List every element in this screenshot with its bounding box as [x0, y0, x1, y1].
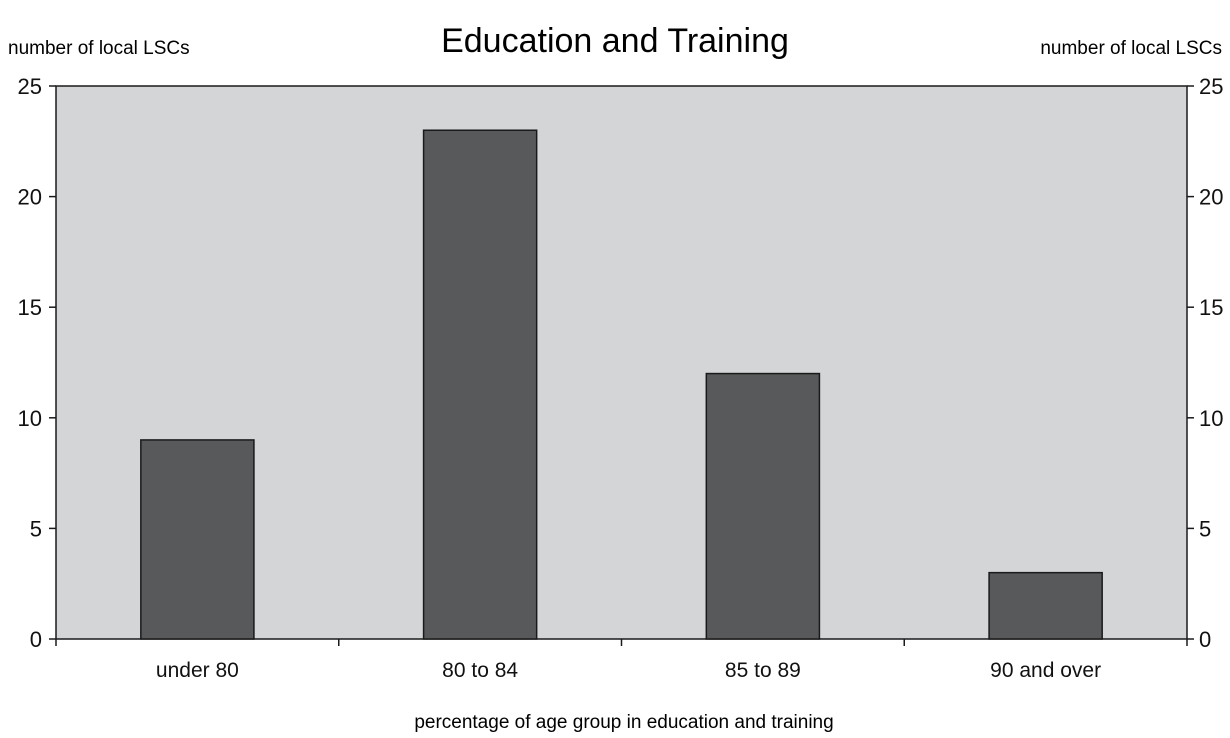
chart-title: Education and Training [441, 22, 789, 60]
bar [140, 439, 255, 640]
y-tick-label-right: 0 [1199, 627, 1211, 652]
y-axis-title-right: number of local LSCs [1040, 38, 1222, 59]
plot-area: 0 0 5 5 10 10 15 15 20 20 25 25 under 80 80 to 84 85 t… [18, 74, 1224, 682]
x-category-label: 85 to 89 [725, 659, 801, 682]
bar [705, 372, 821, 640]
y-tick-label-right: 10 [1199, 406, 1223, 431]
y-tick-label-left: 5 [30, 516, 42, 541]
y-tick-label-right: 20 [1199, 185, 1223, 210]
bar [422, 129, 538, 640]
y-tick-label-right: 15 [1199, 295, 1223, 320]
x-category-label: under 80 [156, 659, 239, 682]
bar [988, 571, 1103, 640]
y-axis-title-left: number of local LSCs [8, 38, 190, 59]
y-tick-label-left: 20 [18, 185, 42, 210]
y-tick-label-right: 5 [1199, 516, 1211, 541]
y-tick-label-left: 15 [18, 295, 42, 320]
y-tick-label-right: 25 [1199, 74, 1223, 99]
x-category-label: 90 and over [990, 659, 1101, 682]
x-category-label: 80 to 84 [442, 659, 518, 682]
x-axis-title: percentage of age group in education and… [414, 712, 833, 733]
y-tick-label-left: 0 [30, 627, 42, 652]
y-tick-label-left: 10 [18, 406, 42, 431]
y-tick-label-left: 25 [18, 74, 42, 99]
